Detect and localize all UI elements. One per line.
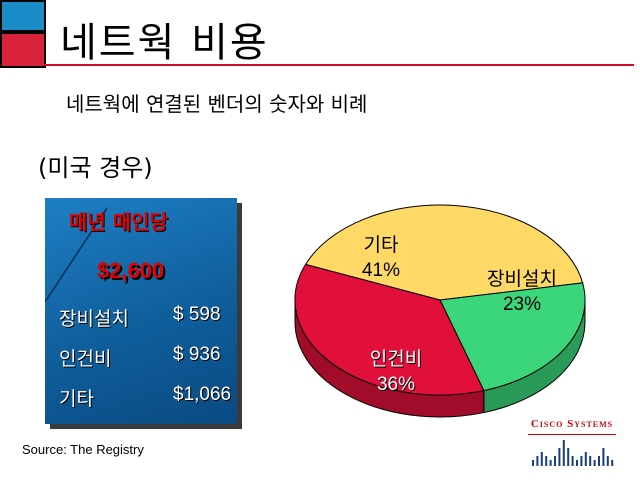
slide-title: 네트웍 비용	[60, 20, 269, 66]
logo-bar	[562, 440, 565, 466]
logo-bar	[540, 452, 543, 466]
cost-row-label: 인건비	[59, 348, 112, 370]
logo-bar	[611, 460, 614, 466]
logo-bar	[536, 456, 539, 466]
slice-label-other: 기타 41%	[346, 232, 416, 284]
logo-wordmark: Cisco Systems	[530, 418, 614, 430]
cost-row-amount: $1,066	[173, 384, 232, 405]
logo-bar	[584, 452, 587, 466]
logo-bar	[576, 460, 578, 466]
pie-slice	[439, 282, 586, 392]
logo-bar	[549, 460, 552, 466]
title-underline	[44, 64, 634, 66]
logo-bar	[554, 456, 556, 466]
slice-percent: 41%	[361, 260, 401, 281]
decor-square-red	[0, 32, 46, 68]
source-note: Source: The Registry	[22, 442, 144, 457]
cost-row-label: 장비설치	[59, 308, 129, 330]
pie-slice	[304, 204, 584, 301]
decor-square-blue	[0, 0, 46, 32]
cost-row-amount: $ 598	[173, 304, 221, 325]
slice-name: 기타	[363, 234, 399, 256]
slice-label-labor: 인건비 36%	[356, 346, 436, 398]
slice-label-equipment: 장비설치 23%	[472, 266, 572, 318]
panel-total: $2,600	[97, 258, 165, 283]
slice-percent: 23%	[502, 294, 542, 315]
logo-bar	[589, 456, 592, 466]
logo-bar	[532, 460, 534, 466]
logo-bar	[571, 456, 574, 466]
slice-name: 인건비	[369, 348, 423, 370]
panel-heading: 매년 매인당	[69, 210, 168, 234]
pie-slice	[294, 263, 485, 396]
region-note: (미국 경우)	[38, 154, 153, 182]
cost-row-label: 기타	[59, 388, 94, 410]
slice-percent: 36%	[376, 374, 416, 395]
logo-bar	[580, 456, 583, 466]
logo-bar	[606, 456, 609, 466]
logo-bar	[545, 456, 548, 466]
slide-subtitle: 네트웍에 연결된 벤더의 숫자와 비례	[66, 92, 368, 116]
logo-bars-icon	[532, 440, 614, 466]
logo-bar	[602, 448, 605, 466]
cost-panel: 매년 매인당 $2,600 장비설치 $ 598 인건비 $ 936 기타 $1…	[45, 198, 237, 424]
logo-bar	[558, 448, 561, 466]
logo-bar	[598, 456, 600, 466]
slice-name: 장비설치	[487, 268, 557, 290]
logo-bar	[567, 448, 570, 466]
cost-row-amount: $ 936	[173, 344, 221, 365]
company-logo: Cisco Systems	[522, 418, 622, 468]
logo-bar	[593, 460, 596, 466]
